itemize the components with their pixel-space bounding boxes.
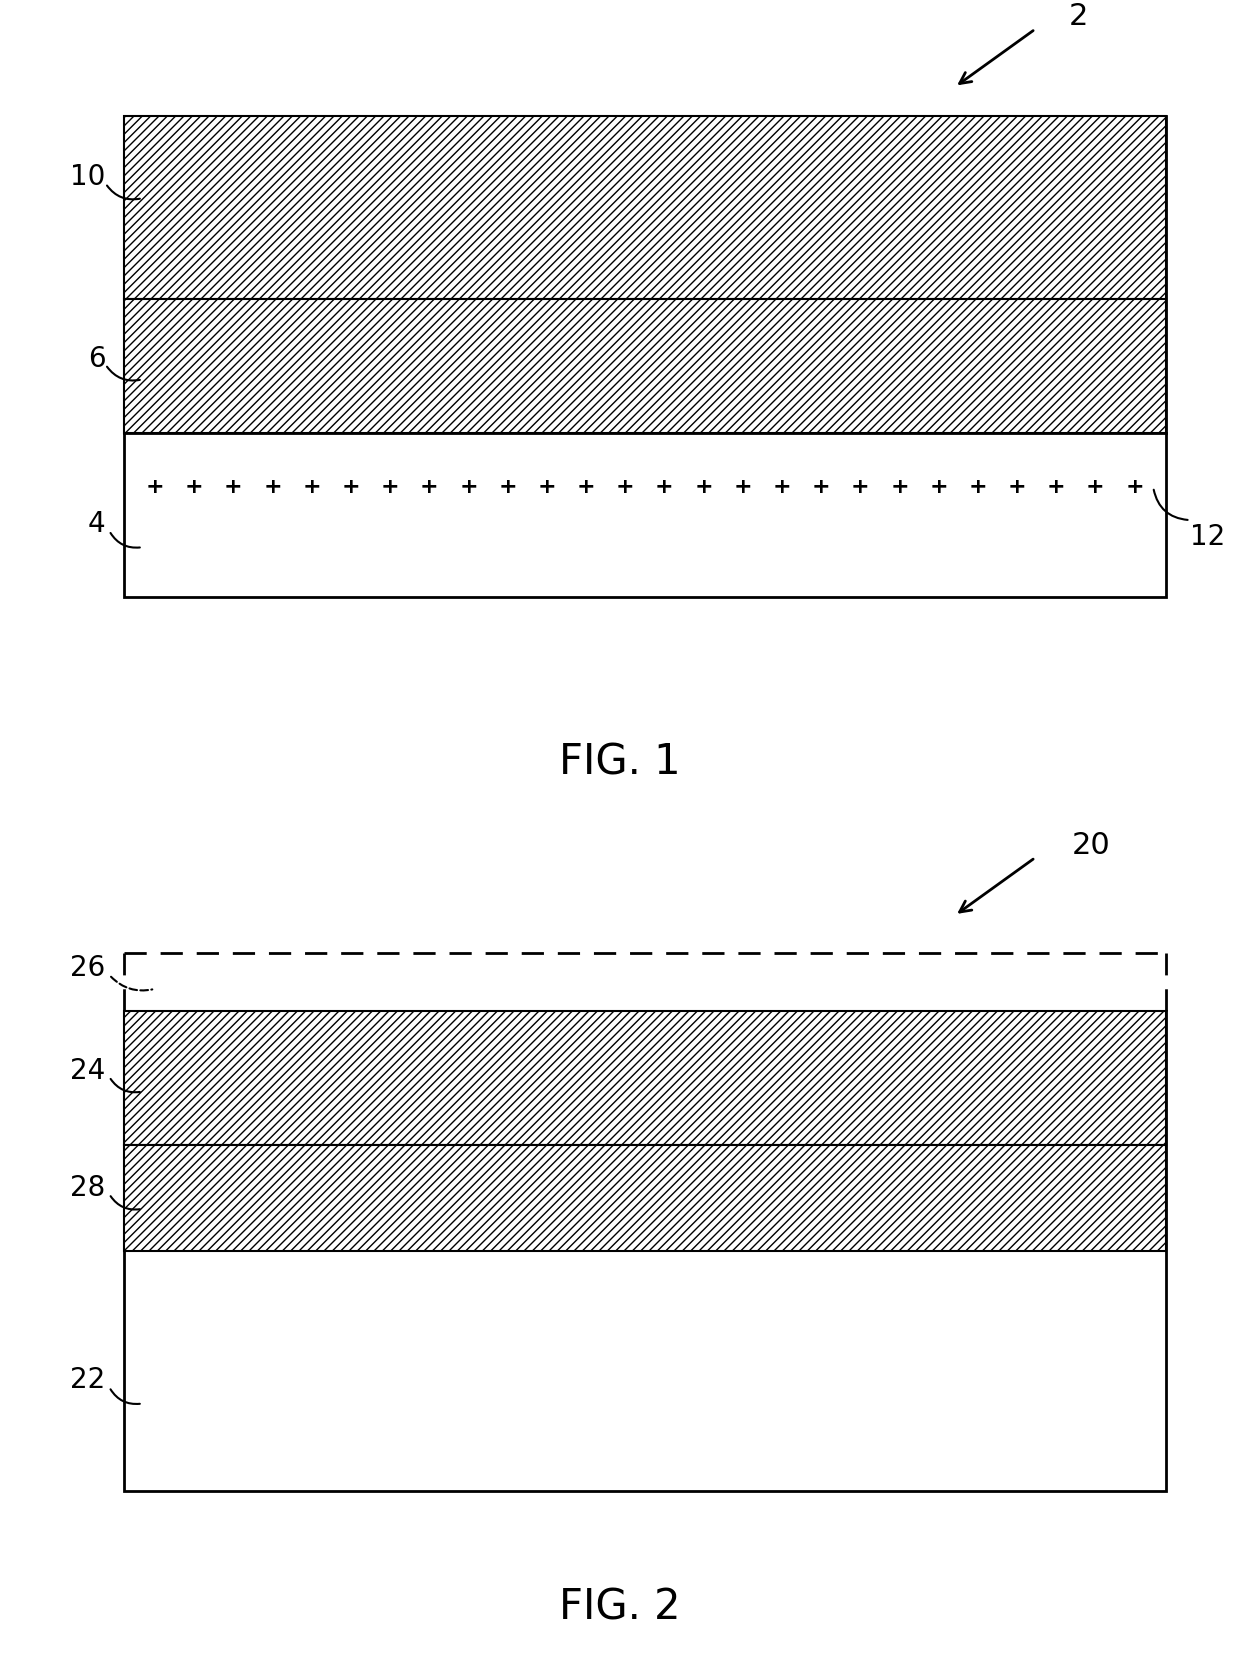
Text: +: + [498, 477, 517, 497]
Bar [124, 1145, 1166, 1251]
Bar [124, 1011, 1166, 1145]
Text: +: + [303, 477, 321, 497]
Bar [124, 116, 1166, 298]
Text: +: + [655, 477, 673, 497]
Text: 6: 6 [88, 345, 105, 373]
Text: +: + [890, 477, 909, 497]
Text: +: + [968, 477, 987, 497]
Text: 4: 4 [88, 510, 105, 539]
Text: 26: 26 [71, 954, 105, 983]
Text: +: + [224, 477, 243, 497]
Text: +: + [577, 477, 595, 497]
Bar [124, 1011, 1166, 1491]
Bar [124, 298, 1166, 432]
Text: +: + [1125, 477, 1145, 497]
Text: 12: 12 [1190, 522, 1225, 550]
Text: +: + [381, 477, 399, 497]
Text: +: + [341, 477, 361, 497]
Text: +: + [185, 477, 203, 497]
Text: +: + [812, 477, 831, 497]
Text: +: + [145, 477, 165, 497]
Text: +: + [1086, 477, 1105, 497]
Text: 2: 2 [1069, 2, 1089, 31]
Text: 20: 20 [1071, 830, 1111, 860]
Text: +: + [420, 477, 439, 497]
Text: +: + [537, 477, 557, 497]
Text: +: + [1047, 477, 1065, 497]
Text: +: + [733, 477, 753, 497]
Bar [124, 116, 1166, 597]
Text: +: + [1008, 477, 1027, 497]
Text: 10: 10 [69, 164, 105, 192]
Text: 22: 22 [71, 1367, 105, 1394]
Text: FIG. 2: FIG. 2 [559, 1586, 681, 1629]
Text: 28: 28 [71, 1175, 105, 1201]
Text: +: + [773, 477, 791, 497]
Text: +: + [263, 477, 281, 497]
Text: +: + [616, 477, 635, 497]
Text: +: + [851, 477, 869, 497]
Text: +: + [694, 477, 713, 497]
Text: +: + [459, 477, 477, 497]
Text: +: + [929, 477, 949, 497]
Text: 24: 24 [71, 1057, 105, 1085]
Text: FIG. 1: FIG. 1 [559, 741, 681, 784]
